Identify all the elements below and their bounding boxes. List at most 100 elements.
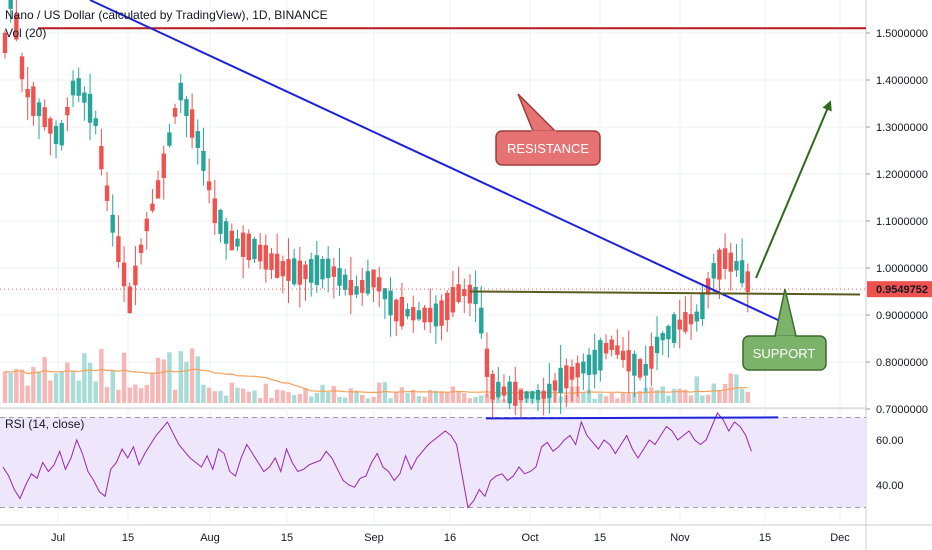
candle <box>161 153 166 178</box>
candle <box>535 389 541 400</box>
volume-bar <box>467 398 473 403</box>
candle <box>586 354 592 375</box>
volume-bar <box>314 392 320 403</box>
volume-bar <box>303 388 308 403</box>
volume-bar <box>705 394 711 403</box>
volume-bar <box>212 391 217 403</box>
volume-bar <box>598 393 603 403</box>
time-tick-label: 15 <box>759 532 771 544</box>
candle <box>337 268 342 286</box>
volume-bar <box>654 390 660 403</box>
candle <box>354 286 359 295</box>
volume-bar <box>445 391 450 403</box>
candle <box>246 233 252 261</box>
volume-bar <box>150 373 155 403</box>
candle <box>257 244 263 262</box>
volume-bar <box>53 373 59 403</box>
candle <box>116 236 121 262</box>
volume-bar <box>274 389 280 403</box>
candle <box>728 252 733 272</box>
volume-bar <box>116 389 121 403</box>
candle <box>739 260 745 284</box>
volume-bar <box>411 389 416 403</box>
time-tick-label: Sep <box>364 532 384 544</box>
candle <box>643 364 648 376</box>
volume-bar <box>382 382 388 403</box>
candle <box>416 310 422 320</box>
volume-bar <box>178 351 183 403</box>
volume-bar <box>581 392 586 403</box>
candle <box>717 249 722 280</box>
volume-bar <box>439 391 444 403</box>
candle <box>59 122 64 146</box>
volume-bar <box>235 387 240 403</box>
candle <box>167 132 172 146</box>
price-pane <box>2 0 750 419</box>
volume-bar <box>297 393 303 403</box>
volume-bar <box>643 387 648 403</box>
volume-bar <box>155 357 161 403</box>
candle <box>133 265 138 286</box>
candle <box>620 350 626 361</box>
candle <box>422 307 427 323</box>
candle <box>218 209 223 234</box>
price-tick-label: 1.5000000 <box>876 28 928 40</box>
volume-bar <box>632 392 637 403</box>
projection-arrow <box>755 100 832 279</box>
volume-bar <box>473 397 478 403</box>
candle <box>399 296 405 327</box>
chart-title: Nano / US Dollar (calculated by TradingV… <box>5 8 328 22</box>
time-tick-label: 15 <box>594 532 606 544</box>
candle <box>252 238 257 260</box>
price-tick-label: 1.1000000 <box>876 216 928 228</box>
candle <box>428 307 433 323</box>
volume-bar <box>677 388 682 403</box>
candle <box>547 383 552 398</box>
volume-bar <box>206 387 212 403</box>
volume-bar <box>609 392 614 403</box>
candle <box>484 348 490 377</box>
last-price-value: 0.9549752 <box>876 284 928 296</box>
volume-bar <box>462 393 467 403</box>
candle <box>76 78 81 96</box>
candle <box>25 89 30 98</box>
candle <box>150 203 155 211</box>
candle <box>87 93 93 123</box>
price-tick-label: 1.0000000 <box>876 263 928 275</box>
volume-bar <box>167 352 172 403</box>
rsi-pane <box>0 412 866 509</box>
candle <box>654 336 660 354</box>
candle <box>235 238 240 247</box>
volume-bar <box>320 384 325 403</box>
volume-bar <box>110 370 115 403</box>
volume-bar <box>286 392 291 403</box>
volume-bar <box>615 398 620 403</box>
candle <box>104 185 110 201</box>
candle <box>2 32 8 54</box>
candle <box>479 307 484 334</box>
price-tick-label: 1.2000000 <box>876 169 928 181</box>
axes: 0.7000000 0.8000000 0.9000000 1.0000000 1.10… <box>51 28 932 544</box>
candle <box>496 381 501 397</box>
volume-bar <box>343 397 348 403</box>
candle <box>269 253 274 270</box>
volume-bar <box>388 398 393 403</box>
candle <box>110 214 115 233</box>
candle <box>297 260 303 285</box>
volume-bar <box>229 382 234 403</box>
volume-bar <box>246 391 252 403</box>
candle <box>371 269 376 288</box>
candle <box>700 294 705 320</box>
volume-bar <box>348 388 354 403</box>
volume-bar <box>620 392 626 403</box>
volume-bar <box>257 398 263 403</box>
candle <box>558 367 563 393</box>
candle <box>172 108 178 117</box>
volume-bar <box>354 390 359 403</box>
candle <box>649 346 654 369</box>
volume-bar <box>728 373 733 403</box>
volume-bar <box>48 380 53 403</box>
volume-bar <box>745 391 750 403</box>
candle <box>42 107 47 128</box>
candle <box>581 361 586 374</box>
